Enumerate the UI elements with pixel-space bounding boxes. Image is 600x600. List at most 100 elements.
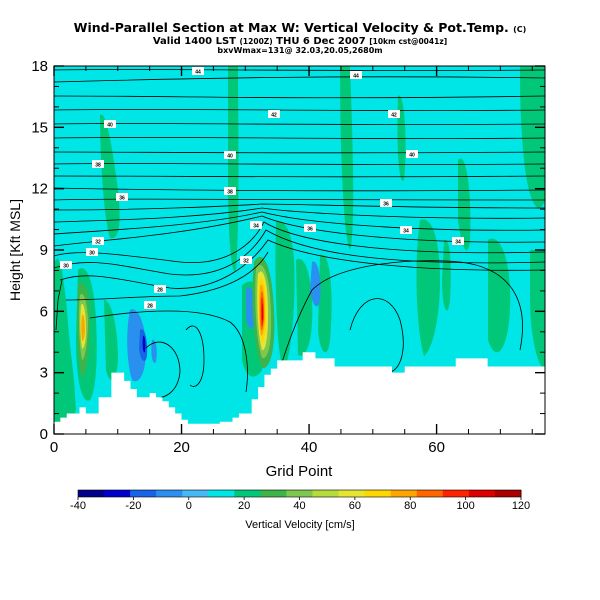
colorbar-swatch <box>104 490 131 497</box>
isentrope-label-bg <box>92 237 104 245</box>
isentrope-line <box>54 95 545 99</box>
isentrope-label: 34 <box>253 224 259 230</box>
isentrope-label-bg <box>144 301 156 309</box>
colorbar-swatch <box>442 490 470 497</box>
isentrope-line <box>54 151 545 154</box>
isentrope-label-bg <box>224 187 236 195</box>
isentrope-label: 30 <box>89 251 95 257</box>
colorbar-label: Vertical Velocity [cm/s] <box>245 519 354 531</box>
velocity-region <box>142 335 146 353</box>
colorbar-tick-label: 40 <box>293 500 305 512</box>
isentrope-label-bg <box>250 221 262 229</box>
isentrope-label: 44 <box>195 70 201 76</box>
velocity-region <box>104 300 118 381</box>
isentrope-label-bg <box>304 224 316 232</box>
y-tick-label: 9 <box>40 242 48 259</box>
colorbar-swatch <box>494 490 522 497</box>
velocity-region <box>262 303 263 322</box>
velocity-region <box>530 250 545 370</box>
isentrope-label-bg <box>400 226 412 234</box>
isentrope-label-bg <box>350 71 362 79</box>
isentrope-label-bg <box>452 237 464 245</box>
velocity-region <box>81 314 85 341</box>
velocity-region <box>310 261 321 307</box>
isentrope-line <box>54 69 545 71</box>
isentrope-label: 34 <box>455 240 461 246</box>
y-tick-label: 12 <box>31 181 48 198</box>
isentrope-line <box>54 207 545 223</box>
isentrope-label: 32 <box>95 240 101 246</box>
velocity-region <box>520 66 545 208</box>
isentrope-line <box>89 310 248 393</box>
isentrope-line <box>55 279 63 331</box>
isentrope-label: 36 <box>119 196 125 202</box>
isentrope-label: 38 <box>95 163 101 169</box>
title-text: Wind-Parallel Section at Max W: Vertical… <box>73 20 509 35</box>
isentrope-line <box>269 260 523 401</box>
isentrope-label-bg <box>192 67 204 75</box>
colorbar-swatch <box>182 490 209 497</box>
isentrope-label: 40 <box>409 153 415 159</box>
colorbar-swatch <box>286 490 314 497</box>
y-tick-label: 18 <box>31 58 48 75</box>
colorbar-tick-label: 20 <box>238 500 250 512</box>
isentrope-label-bg <box>104 120 116 128</box>
isentrope-label-bg <box>86 248 98 256</box>
isentrope-label: 34 <box>403 229 409 235</box>
colorbar-tick-label: 120 <box>512 500 530 512</box>
isentrope-label: 42 <box>391 113 397 119</box>
colorbar-swatch <box>416 490 444 497</box>
isentrope-label-bg <box>116 193 128 201</box>
isentrope-line <box>54 187 545 192</box>
terrain <box>54 352 545 434</box>
valid-utc: (1200Z) <box>239 37 273 46</box>
isentrope-line <box>54 203 545 211</box>
isentrope-label-bg <box>154 285 166 293</box>
isentrope-line <box>59 239 545 289</box>
isentrope-line <box>54 215 545 247</box>
velocity-region <box>127 309 146 382</box>
isentrope-label: 40 <box>227 154 233 160</box>
x-tick-label: 0 <box>50 439 58 456</box>
colorbar-tick-label: 0 <box>186 500 192 512</box>
isentrope-label-bg <box>388 110 400 118</box>
velocity-region <box>296 259 313 356</box>
isentrope-label: 38 <box>227 190 233 196</box>
subinfo-line: bxvWmax=131@ 32.03,20.05,2680m <box>217 46 383 55</box>
y-axis-label: Height [Kft MSL] <box>7 199 23 301</box>
valid-date: THU 6 Dec 2007 <box>276 36 366 47</box>
isentrope-label: 28 <box>157 288 163 294</box>
isentrope-label-bg <box>240 256 252 264</box>
colorbar-tick-label: 100 <box>456 500 474 512</box>
isentrope-line <box>54 109 545 111</box>
x-axis-label: Grid Point <box>266 463 334 480</box>
isentrope-label: 42 <box>271 113 277 119</box>
colorbar-swatch <box>468 490 496 497</box>
colorbar-swatch <box>364 490 392 497</box>
velocity-region <box>488 238 511 353</box>
colorbar-swatch <box>312 490 340 497</box>
isentrope-label: 40 <box>107 123 113 129</box>
colorbar-swatch <box>78 490 105 497</box>
velocity-region <box>340 66 354 250</box>
isentrope-label: 36 <box>307 227 313 233</box>
velocity-region <box>228 66 239 272</box>
velocity-region <box>458 158 471 251</box>
isentrope-label: 36 <box>383 202 389 208</box>
velocity-region <box>442 239 451 311</box>
colorbar-tick-label: 60 <box>349 500 361 512</box>
isentrope-label: 32 <box>243 259 249 265</box>
velocity-region <box>54 258 76 428</box>
isentrope-line <box>54 221 545 264</box>
x-tick-label: 20 <box>173 439 190 456</box>
isentrope-line <box>349 298 404 373</box>
colorbar: -40 -20 0 20 40 60 80 100 120 <box>70 489 530 512</box>
isentrope-label: 28 <box>147 304 153 310</box>
velocity-region <box>151 339 157 363</box>
isentrope-line <box>54 137 545 139</box>
chart-title: Wind-Parallel Section at Max W: Vertical… <box>0 20 600 35</box>
colorbar-tick-label: -40 <box>70 500 86 512</box>
colorbar-swatch <box>208 490 235 497</box>
